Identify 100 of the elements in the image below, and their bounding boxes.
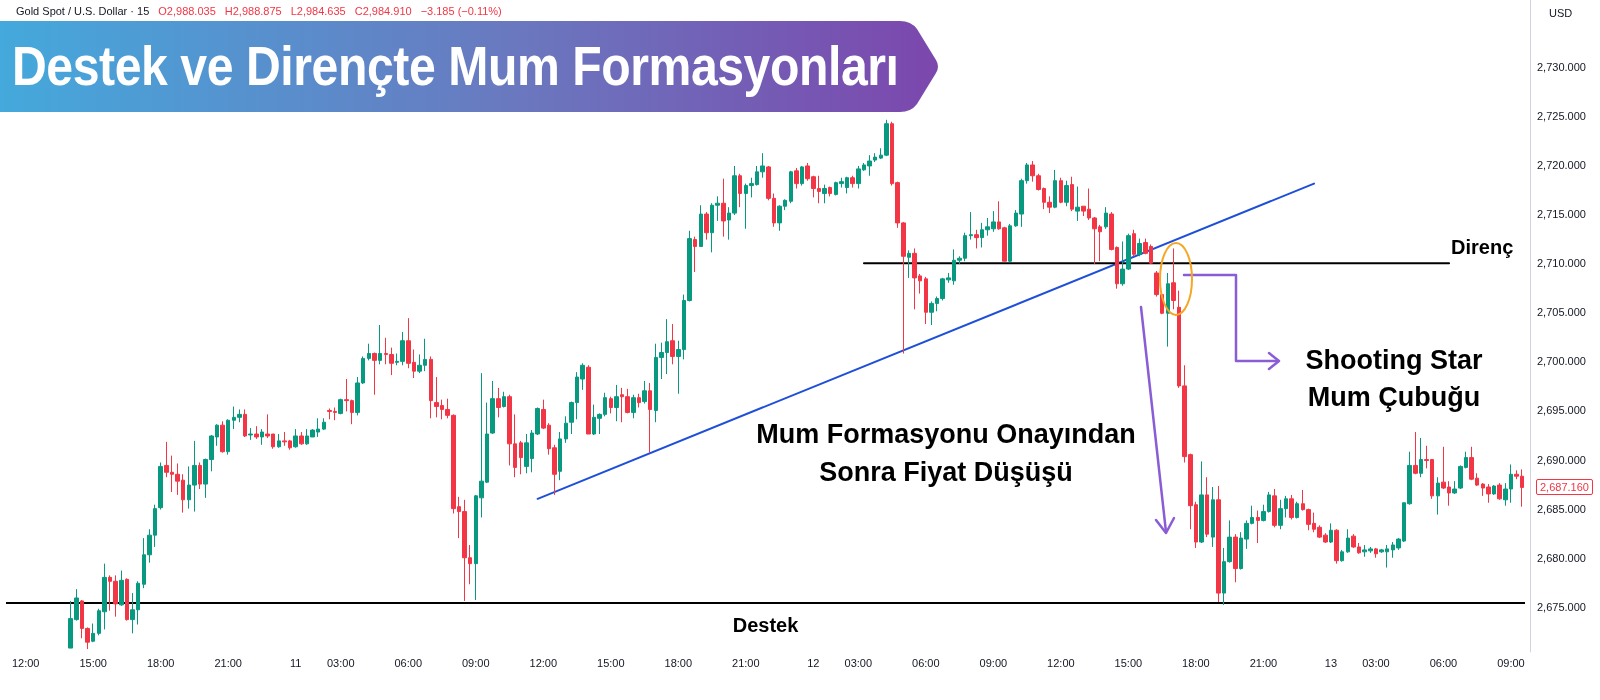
- x-tick-label: 15:00: [597, 656, 625, 669]
- candlestick: [226, 418, 230, 456]
- y-tick-label: 2,715.000: [1537, 208, 1586, 221]
- candlestick: [1211, 486, 1215, 548]
- y-tick-label: 2,680.000: [1537, 551, 1586, 564]
- candlestick: [260, 428, 264, 446]
- candlestick: [299, 431, 304, 446]
- y-tick-label: 2,695.000: [1537, 404, 1586, 417]
- candlestick: [704, 211, 709, 241]
- ref-line-label: Destek: [732, 613, 800, 636]
- candlestick: [648, 382, 652, 454]
- candlestick: [293, 428, 298, 449]
- y-tick-label: 2,690.000: [1537, 453, 1586, 466]
- annotation: −3.185 (−0.11%): [420, 4, 502, 18]
- candlestick: [631, 394, 636, 419]
- candlestick: [1064, 180, 1069, 207]
- candlestick: [1340, 549, 1344, 563]
- candlestick: [1216, 485, 1221, 603]
- candlestick: [338, 398, 343, 415]
- x-tick-label: 18:00: [664, 656, 693, 669]
- candlestick: [637, 393, 641, 408]
- candlestick: [158, 461, 163, 511]
- y-tick-label: 2,700.000: [1537, 355, 1586, 368]
- x-tick-label: 15:00: [1114, 656, 1143, 669]
- candlestick: [1104, 206, 1108, 230]
- candlestick: [564, 415, 568, 444]
- candlestick: [1492, 484, 1496, 496]
- candlestick: [277, 433, 281, 449]
- candlestick: [1329, 522, 1333, 544]
- candlestick: [429, 355, 433, 419]
- candlestick: [1374, 547, 1378, 559]
- x-tick-label: 03:00: [1362, 656, 1390, 669]
- x-tick-label: 18:00: [1182, 656, 1210, 669]
- candlestick: [969, 211, 973, 241]
- candlestick: [496, 387, 501, 418]
- candlestick: [367, 343, 371, 361]
- y-tick-label: 2,705.000: [1537, 306, 1586, 319]
- candlestick: [1171, 247, 1176, 310]
- candlestick: [850, 175, 855, 189]
- candlestick: [1289, 494, 1294, 520]
- y-tick-label: 2,730.000: [1537, 60, 1586, 73]
- x-tick-label: 06:00: [912, 656, 940, 669]
- x-tick-label: 15:00: [79, 656, 107, 669]
- candlestick: [1137, 238, 1142, 257]
- candlestick: [1059, 177, 1063, 204]
- text: 2,687.160: [1536, 479, 1593, 496]
- candlestick: [372, 352, 377, 396]
- candlestick: [1008, 223, 1012, 263]
- candlestick: [322, 417, 326, 431]
- annotation: Shooting Star Mum Çubuğu: [1304, 344, 1484, 414]
- candlestick: [1295, 501, 1299, 519]
- y-tick-label: 2,675.000: [1537, 600, 1586, 613]
- x-tick-label: 21:00: [1249, 656, 1278, 669]
- y-tick-label: 2,720.000: [1537, 158, 1586, 171]
- annotation: H2,988.875: [224, 4, 282, 18]
- x-tick-label: 06:00: [394, 656, 423, 669]
- candlestick: [198, 461, 202, 490]
- x-tick-label: 21:00: [214, 656, 242, 669]
- y-tick-label: 2,710.000: [1537, 257, 1586, 270]
- candlestick: [1436, 476, 1440, 516]
- candlestick: [699, 204, 703, 247]
- candlestick: [642, 380, 647, 405]
- candlestick: [738, 173, 742, 208]
- candlestick: [721, 178, 726, 238]
- candlestick: [586, 364, 591, 435]
- candlestick: [119, 570, 124, 607]
- x-tick-label: 03:00: [844, 656, 873, 669]
- x-tick-label: 12:00: [11, 656, 40, 669]
- annotation: L2,984.635: [290, 4, 346, 18]
- candlestick: [502, 391, 506, 408]
- y-axis-title: USD: [1549, 6, 1573, 20]
- candlestick: [91, 623, 95, 643]
- candlestick: [924, 276, 928, 325]
- candlestick: [1205, 476, 1209, 538]
- x-tick-label: 12: [807, 656, 820, 669]
- candlestick: [243, 408, 247, 438]
- annotation: O2,988.035: [158, 4, 216, 18]
- text: Destek ve Dirençte Mum Formasyonları: [12, 34, 899, 97]
- candlestick: [558, 431, 562, 481]
- candlestick: [1419, 437, 1423, 478]
- candlestick: [800, 165, 804, 187]
- x-tick-label: 06:00: [1429, 656, 1458, 669]
- x-tick-label: 11: [290, 656, 302, 669]
- candlestick: [670, 323, 675, 365]
- y-tick-label: 2,685.000: [1537, 502, 1586, 515]
- candlestick: [1256, 510, 1260, 544]
- candlestick: [614, 384, 619, 422]
- candlestick: [1166, 272, 1170, 348]
- x-tick-label: 09:00: [1497, 656, 1525, 669]
- candlestick: [1272, 488, 1277, 528]
- candlestick: [907, 249, 911, 279]
- candlestick: [248, 427, 253, 441]
- candlestick: [609, 396, 613, 414]
- y-tick-label: 2,725.000: [1537, 109, 1586, 122]
- candlestick: [1413, 431, 1418, 475]
- candlestick: [974, 229, 979, 249]
- candlestick: [519, 440, 523, 475]
- candlestick: [828, 186, 832, 197]
- candlestick: [794, 167, 799, 190]
- x-tick-label: 18:00: [146, 656, 175, 669]
